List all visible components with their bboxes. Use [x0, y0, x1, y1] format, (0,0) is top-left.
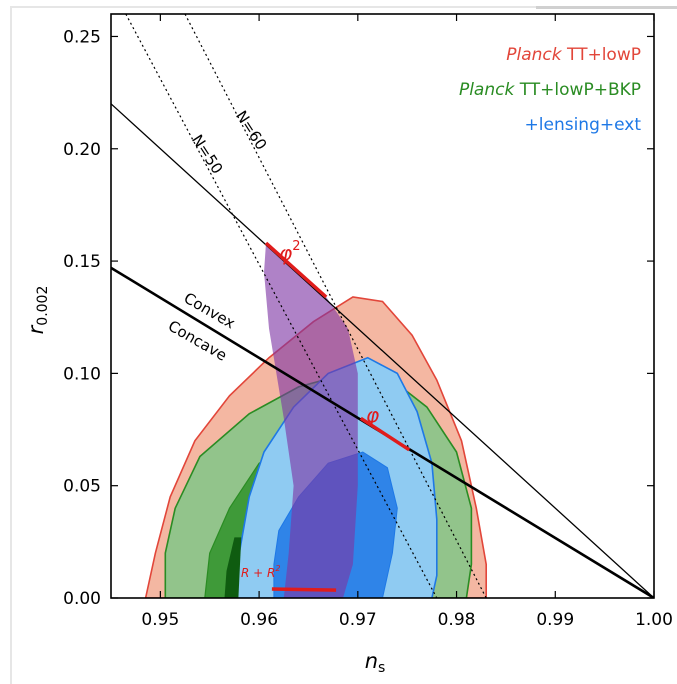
line-n50: [125, 14, 438, 598]
legend-item-planck-bkp: Planck TT+lowP+BKP: [459, 80, 641, 100]
y-axis-label-sub: 0.002: [35, 286, 51, 326]
x-tick-label: 1.00: [635, 610, 673, 630]
legend-item-planck-tt-lowp: Planck TT+lowP: [506, 45, 641, 65]
label-phi2: φ2: [279, 239, 300, 265]
label-n50: N=50: [188, 131, 226, 177]
y-tick-label: 0.10: [63, 364, 101, 384]
y-axis-label: r0.002: [24, 286, 51, 335]
label-starobinsky-sup: 2: [275, 564, 280, 573]
segment-phi2: [264, 241, 328, 299]
y-tick-label: 0.05: [63, 477, 101, 497]
frame-corner-border: [536, 6, 677, 9]
x-axis-label: ns: [365, 649, 386, 676]
label-phi: φ: [366, 403, 379, 427]
line-phi2: [111, 103, 654, 598]
legend: Planck TT+lowP Planck TT+lowP+BKP +lensi…: [459, 45, 641, 135]
y-tick-label: 0.15: [63, 252, 101, 272]
y-tick-label: 0.00: [63, 589, 101, 609]
x-tick-label: 0.96: [240, 610, 278, 630]
x-axis-label-sub: s: [378, 660, 385, 676]
x-tick-label: 0.97: [339, 610, 377, 630]
model-band-purple: [264, 243, 358, 598]
contour-planck-bkp-core: [224, 537, 242, 598]
legend-item-lensing-ext: +lensing+ext: [525, 115, 642, 135]
frame-left-border: [10, 6, 12, 684]
plot-frame: [110, 13, 655, 599]
y-tick-label: 0.20: [63, 140, 101, 160]
label-n60: N=60: [232, 107, 270, 153]
segment-starobinsky: [271, 587, 337, 592]
x-tick-label: 0.99: [536, 610, 574, 630]
y-tick-label: 0.25: [63, 27, 101, 47]
x-tick-label: 0.98: [438, 610, 476, 630]
x-tick-label: 0.95: [141, 610, 179, 630]
frame-top-border: [10, 6, 677, 8]
segment-phi: [359, 416, 411, 452]
label-phi2-sup: 2: [292, 239, 300, 254]
axis-ticks: 0.95 0.96 0.97 0.98 0.99 1.00 0.00 0.05 0.10 0.15…: [63, 14, 673, 630]
label-starobinsky: R + R2: [241, 564, 280, 580]
